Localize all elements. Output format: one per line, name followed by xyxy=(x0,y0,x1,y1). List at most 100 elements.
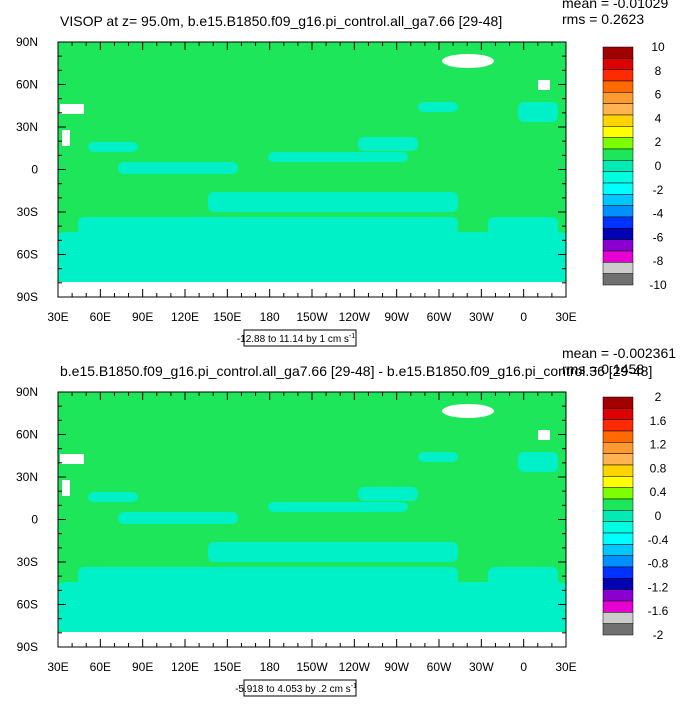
colorbar-label: -1.2 xyxy=(648,580,669,594)
colorbar-box xyxy=(602,600,634,613)
colorbar-box xyxy=(602,171,634,184)
range-unit-exponent: -1 xyxy=(351,683,357,690)
colorbar-label: 2 xyxy=(655,390,662,404)
land-mask xyxy=(62,130,70,146)
panel-title: VISOP at z= 95.0m, b.e15.B1850.f09_g16.p… xyxy=(60,13,502,29)
range-value: -5.918 to 4.053 by .2 cm s xyxy=(235,684,351,695)
colorbar-label: 0 xyxy=(655,159,662,173)
colorbar-box xyxy=(602,58,634,70)
lat-label: 30N xyxy=(16,470,38,484)
colorbar-box xyxy=(602,408,634,420)
lat-label: 60N xyxy=(16,78,38,92)
field-patch xyxy=(488,567,558,597)
lon-label: 90W xyxy=(384,310,409,324)
colorbar-box xyxy=(602,182,634,195)
colorbar-box xyxy=(602,532,634,545)
colorbar-box xyxy=(602,396,634,409)
colorbar-box xyxy=(602,510,634,522)
field-patch xyxy=(88,492,138,502)
colorbar-box xyxy=(602,250,634,263)
colorbar-label: -0.8 xyxy=(648,557,669,571)
lon-label: 60W xyxy=(427,660,452,674)
colorbar-label: -2 xyxy=(653,183,664,197)
colorbar-box xyxy=(602,419,634,432)
lat-label: 30S xyxy=(17,555,38,569)
lon-label: 30E xyxy=(47,310,68,324)
field-patch xyxy=(358,137,418,151)
range-text: -5.918 to 4.053 by .2 cm s-1 xyxy=(235,683,357,695)
lat-label: 90N xyxy=(16,35,38,49)
lon-label: 90E xyxy=(132,660,153,674)
colorbar-box xyxy=(602,430,634,443)
colorbar-box xyxy=(602,476,634,488)
colorbar-label: 0.8 xyxy=(650,461,667,475)
colorbar-box xyxy=(602,498,634,511)
colorbar-label: 0 xyxy=(655,509,662,523)
colorbar-box xyxy=(602,205,634,218)
range-text: -12.88 to 11.14 by 1 cm s-1 xyxy=(237,333,355,345)
field-patch xyxy=(268,152,408,162)
colorbar-box xyxy=(602,623,634,636)
colorbar-box xyxy=(602,148,634,161)
colorbar-label: -0.4 xyxy=(648,533,669,547)
range-box xyxy=(243,329,357,347)
lat-label: 90N xyxy=(16,385,38,399)
colorbar-label: -2 xyxy=(653,628,664,642)
lat-label: 60S xyxy=(17,248,38,262)
lon-label: 30E xyxy=(555,660,576,674)
land-mask xyxy=(538,80,550,90)
lon-label: 0 xyxy=(520,310,527,324)
colorbar-box xyxy=(602,114,634,127)
panel-title: b.e15.B1850.f09_g16.pi_control.all_ga7.6… xyxy=(60,363,652,379)
rms-text: rms = 0.1458 xyxy=(562,361,644,377)
colorbar-box xyxy=(602,555,634,568)
field-patch xyxy=(78,217,458,235)
colorbar-box xyxy=(602,521,634,534)
colorbar-box xyxy=(602,160,634,172)
land-mask xyxy=(62,480,70,496)
lon-label: 150E xyxy=(213,660,241,674)
lon-label: 30E xyxy=(47,660,68,674)
lat-label: 60S xyxy=(17,598,38,612)
colorbar-box xyxy=(602,103,634,116)
colorbar-box xyxy=(602,126,634,138)
field-patch xyxy=(88,142,138,152)
lon-label: 0 xyxy=(520,660,527,674)
colorbar-label: 6 xyxy=(655,88,662,102)
colorbar-box xyxy=(602,239,634,252)
field-patch xyxy=(208,192,458,212)
rms-text: rms = 0.2623 xyxy=(562,11,644,27)
colorbar-box xyxy=(602,262,634,274)
colorbar-box xyxy=(602,612,634,624)
colorbar-box xyxy=(602,46,634,59)
lat-label: 0 xyxy=(31,163,38,177)
greenland-ice xyxy=(442,54,494,68)
field-patch xyxy=(418,102,458,112)
colorbar-label: 2 xyxy=(655,135,662,149)
field-patch xyxy=(268,502,408,512)
lon-label: 150E xyxy=(213,310,241,324)
lat-label: 60N xyxy=(16,428,38,442)
lon-label: 120E xyxy=(171,310,199,324)
colorbar-label: -10 xyxy=(649,278,667,292)
colorbar-box xyxy=(602,566,634,579)
colorbar-box xyxy=(602,228,634,240)
field-patch xyxy=(518,452,558,472)
lon-label: 30E xyxy=(555,310,576,324)
lon-label: 60E xyxy=(90,660,111,674)
lat-label: 90S xyxy=(17,640,38,654)
colorbar-label: 1.2 xyxy=(650,438,667,452)
field-patch xyxy=(78,567,458,585)
colorbar-box xyxy=(602,69,634,82)
colorbar-label: 1.6 xyxy=(650,414,667,428)
colorbar-box xyxy=(602,194,634,206)
colorbar-box xyxy=(602,216,634,229)
range-value: -12.88 to 11.14 by 1 cm s xyxy=(237,334,349,345)
field-patch xyxy=(58,260,566,282)
field-patch xyxy=(118,512,238,524)
land-mask xyxy=(538,430,550,440)
lon-label: 30W xyxy=(469,310,494,324)
field-patch xyxy=(58,610,566,632)
lon-label: 30W xyxy=(469,660,494,674)
